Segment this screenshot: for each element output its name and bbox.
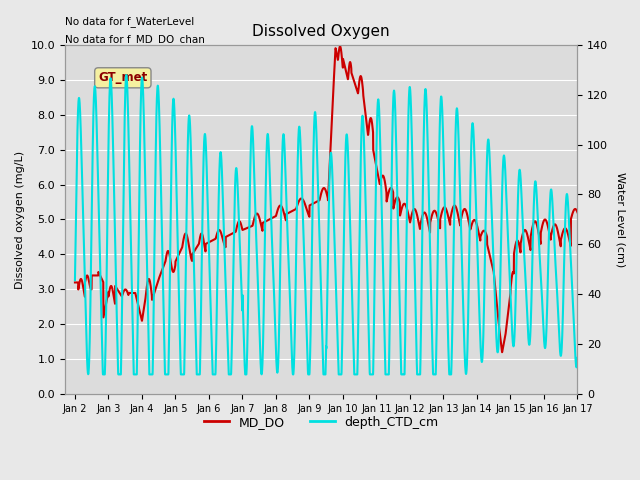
Text: No data for f_MD_DO_chan: No data for f_MD_DO_chan	[65, 34, 205, 45]
Title: Dissolved Oxygen: Dissolved Oxygen	[252, 24, 390, 39]
Y-axis label: Dissolved oxygen (mg/L): Dissolved oxygen (mg/L)	[15, 150, 25, 288]
Text: No data for f_WaterLevel: No data for f_WaterLevel	[65, 17, 194, 27]
Text: GT_met: GT_met	[98, 72, 147, 84]
Y-axis label: Water Level (cm): Water Level (cm)	[615, 172, 625, 267]
Legend: MD_DO, depth_CTD_cm: MD_DO, depth_CTD_cm	[198, 410, 444, 433]
